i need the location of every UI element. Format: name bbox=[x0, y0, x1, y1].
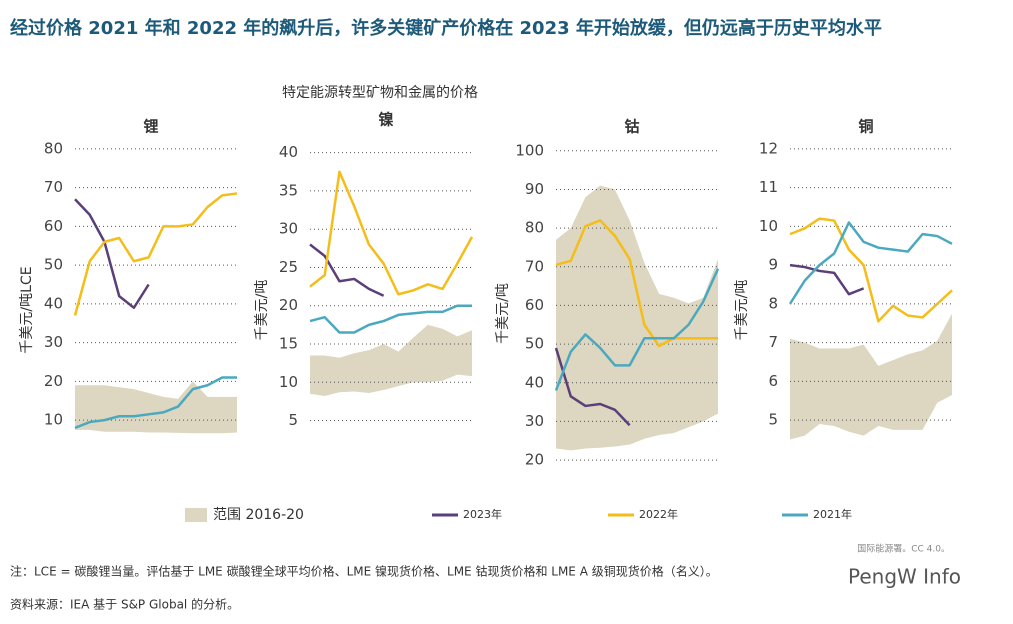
legend-label: 2022年 bbox=[639, 507, 678, 521]
y-tick-label: 80 bbox=[525, 219, 544, 237]
y-tick-label: 25 bbox=[279, 258, 298, 276]
series-line bbox=[74, 376, 237, 430]
y-tick-label: 9 bbox=[768, 256, 778, 274]
y-tick-label: 11 bbox=[759, 178, 778, 196]
y-tick-label: 6 bbox=[768, 372, 778, 390]
y-tick-label: 20 bbox=[44, 372, 63, 390]
series-line bbox=[554, 268, 720, 391]
y-tick-label: 20 bbox=[525, 451, 544, 469]
y-axis-label: 千美元/吨LCE bbox=[19, 266, 35, 353]
y-tick-label: 40 bbox=[44, 294, 63, 312]
chart-title: 铜 bbox=[858, 118, 873, 136]
y-axis-label: 千美元/吨 bbox=[254, 280, 270, 341]
range-band bbox=[75, 381, 237, 434]
y-tick-label: 10 bbox=[279, 373, 298, 391]
y-tick-label: 10 bbox=[44, 411, 63, 429]
chart-title: 镍 bbox=[378, 111, 393, 129]
y-tick-label: 10 bbox=[759, 217, 778, 235]
y-tick-label: 15 bbox=[279, 335, 298, 353]
note: 注：LCE = 碳酸锂当量。评估基于 LME 碳酸锂全球平均价格、LME 镍现货… bbox=[10, 564, 718, 579]
y-tick-label: 80 bbox=[44, 139, 63, 157]
y-tick-label: 30 bbox=[279, 220, 298, 238]
y-tick-label: 12 bbox=[759, 139, 778, 157]
credit: 国际能源署。CC 4.0。 bbox=[857, 543, 950, 555]
legend-label: 2023年 bbox=[463, 507, 502, 521]
y-tick-label: 40 bbox=[525, 373, 544, 391]
series-line bbox=[309, 243, 385, 297]
y-tick-label: 8 bbox=[768, 294, 778, 312]
series-line bbox=[74, 198, 150, 309]
y-tick-label: 7 bbox=[768, 333, 778, 351]
series-line bbox=[789, 263, 865, 296]
legend-label: 2021年 bbox=[813, 507, 852, 521]
y-tick-label: 90 bbox=[525, 180, 544, 198]
y-tick-label: 100 bbox=[515, 141, 544, 159]
y-tick-label: 50 bbox=[44, 256, 63, 274]
y-tick-label: 50 bbox=[525, 335, 544, 353]
y-tick-label: 60 bbox=[44, 217, 63, 235]
subtitle: 特定能源转型矿物和金属的价格 bbox=[282, 85, 478, 101]
source: 资料来源：IEA 基于 S&P Global 的分析。 bbox=[10, 597, 239, 612]
legend-label: 范围 2016-20 bbox=[213, 506, 304, 523]
series-line bbox=[73, 192, 238, 316]
series-line bbox=[789, 217, 953, 323]
y-axis-label: 千美元/吨 bbox=[734, 280, 750, 341]
y-tick-label: 30 bbox=[525, 412, 544, 430]
series-line bbox=[555, 219, 718, 348]
series-line bbox=[309, 170, 474, 296]
series-line bbox=[309, 304, 472, 334]
series-line bbox=[554, 347, 631, 427]
y-tick-label: 35 bbox=[279, 181, 298, 199]
y-tick-label: 60 bbox=[525, 296, 544, 314]
watermark: PengW Info bbox=[848, 565, 961, 589]
y-tick-label: 40 bbox=[279, 143, 298, 161]
legend-swatch bbox=[185, 508, 207, 522]
y-tick-label: 70 bbox=[525, 257, 544, 275]
y-tick-label: 20 bbox=[279, 296, 298, 314]
chart-title: 钴 bbox=[624, 118, 639, 136]
y-axis-label: 千美元/吨 bbox=[495, 283, 511, 344]
title: 经过价格 2021 年和 2022 年的飙升后，许多关键矿产价格在 2023 年… bbox=[10, 17, 882, 39]
range-band bbox=[790, 313, 952, 440]
series-line bbox=[788, 221, 953, 305]
y-tick-label: 5 bbox=[768, 411, 778, 429]
y-tick-label: 5 bbox=[288, 411, 298, 429]
range-band bbox=[310, 324, 472, 397]
y-tick-label: 30 bbox=[44, 333, 63, 351]
chart-title: 锂 bbox=[143, 118, 158, 136]
y-tick-label: 70 bbox=[44, 178, 63, 196]
range-band bbox=[556, 185, 718, 451]
